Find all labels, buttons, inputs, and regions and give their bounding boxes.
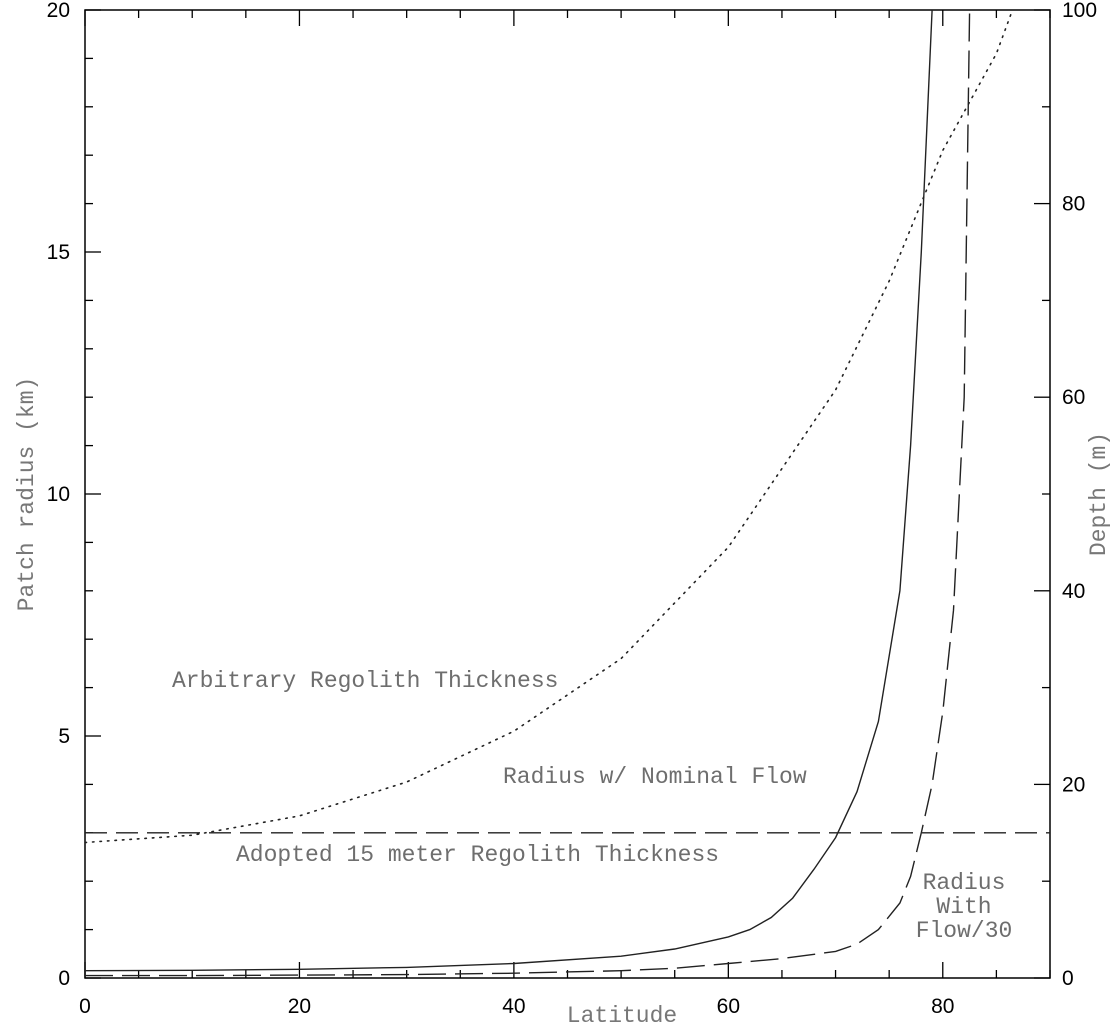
- y-tick-label-right: 80: [1062, 193, 1085, 216]
- y-tick-label-left: 15: [47, 241, 70, 264]
- y-tick-label-right: 100: [1062, 0, 1097, 22]
- series-group: [84, 9, 1050, 977]
- annotation-flow30: Flow/30: [916, 918, 1013, 944]
- annotation-with: With: [936, 894, 991, 920]
- y-tick-label-right: 0: [1062, 967, 1074, 990]
- annotation-arbitrary-regolith: Arbitrary Regolith Thickness: [172, 668, 558, 694]
- y-tick-label-left: 20: [47, 0, 70, 22]
- x-tick-label: 60: [717, 995, 740, 1018]
- x-axis-title: Latitude: [567, 1003, 677, 1028]
- series-arbitrary-regolith: [84, 9, 1014, 844]
- annotation-adopted-15m: Adopted 15 meter Regolith Thickness: [236, 842, 719, 868]
- annotation-nominal-flow: Radius w/ Nominal Flow: [503, 764, 807, 790]
- x-tick-label: 20: [288, 995, 311, 1018]
- x-tick-label: 80: [931, 995, 954, 1018]
- x-tick-label: 0: [79, 995, 91, 1018]
- y-tick-label-left: 0: [58, 967, 70, 990]
- tick-labels: 0 20 40 60 80 0 5 10 15 20 0 20 40 60 80 100: [47, 0, 1097, 1018]
- annotation-radius: Radius: [923, 870, 1006, 896]
- y-tick-label-right: 20: [1062, 773, 1085, 796]
- y-tick-label-right: 40: [1062, 580, 1085, 603]
- y-axis-title-right: Depth (m): [1086, 432, 1112, 556]
- y-tick-label-left: 10: [47, 483, 70, 506]
- series-radius-nominal-flow: [84, 9, 933, 972]
- y-tick-label-left: 5: [58, 725, 70, 748]
- y-axis-title-left: Patch radius (km): [14, 377, 40, 612]
- y-tick-label-right: 60: [1062, 386, 1085, 409]
- series-radius-flow30: [85, 9, 971, 977]
- x-tick-label: 40: [502, 995, 525, 1018]
